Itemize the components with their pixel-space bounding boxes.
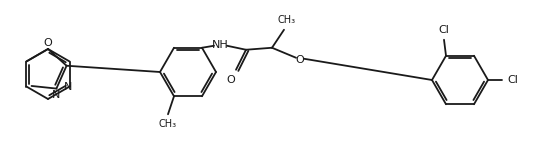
- Text: N: N: [63, 81, 72, 92]
- Text: CH₃: CH₃: [159, 119, 177, 129]
- Text: Cl: Cl: [438, 25, 449, 35]
- Text: N: N: [52, 90, 61, 100]
- Text: NH: NH: [212, 40, 228, 50]
- Text: O: O: [227, 75, 235, 85]
- Text: CH₃: CH₃: [278, 15, 296, 25]
- Text: Cl: Cl: [507, 75, 518, 85]
- Text: O: O: [295, 55, 304, 65]
- Text: O: O: [44, 38, 52, 48]
